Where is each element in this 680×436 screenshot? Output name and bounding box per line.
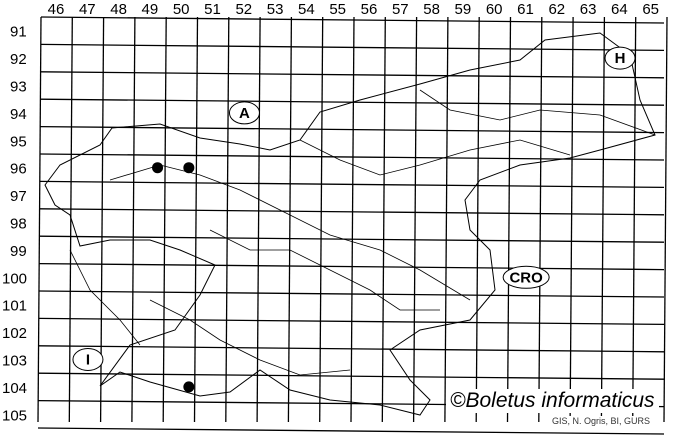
river-line	[149, 299, 351, 376]
row-label: 92	[10, 51, 27, 68]
country-label-ellipse	[228, 101, 260, 125]
grid-horizontal-line	[40, 71, 665, 79]
column-label: 54	[298, 1, 315, 18]
record-dot	[152, 162, 164, 174]
column-label: 64	[611, 1, 628, 18]
row-label: 91	[10, 24, 27, 41]
record-dot	[183, 381, 195, 393]
country-label-ellipse	[502, 265, 550, 289]
grid-vertical-line	[381, 16, 386, 423]
grid-vertical-line	[600, 16, 606, 423]
river-line	[109, 164, 471, 301]
rivers	[69, 89, 656, 376]
column-label: 51	[204, 1, 221, 18]
grid-horizontal-line	[39, 235, 665, 243]
column-label: 55	[329, 1, 346, 18]
grid-horizontal-line	[40, 125, 665, 134]
record-dots	[152, 162, 195, 393]
grid-horizontal-line	[38, 290, 665, 298]
grid-vertical-line	[131, 16, 136, 423]
grid-vertical-line	[37, 16, 42, 423]
row-label: 94	[10, 106, 27, 123]
grid-vertical-line	[538, 16, 543, 423]
grid-horizontal-line	[39, 262, 665, 271]
grid-vertical-line	[569, 16, 574, 423]
river-line	[299, 139, 571, 176]
river-line	[209, 229, 440, 311]
grid-vertical-line	[256, 16, 261, 423]
row-label: 100	[2, 270, 27, 287]
country-label: I	[86, 352, 90, 369]
grid-vertical-line	[162, 16, 167, 423]
grid-vertical-line	[319, 16, 324, 423]
grid-vertical-line	[444, 16, 449, 423]
grid-horizontal-line	[40, 16, 665, 24]
grid-horizontal-line	[39, 208, 665, 216]
grid-vertical-line	[632, 16, 637, 423]
row-label: 93	[10, 79, 27, 96]
grid-vertical-line	[68, 16, 73, 423]
border-line	[44, 32, 656, 416]
grid-lines	[37, 16, 668, 435]
column-label: 50	[173, 1, 190, 18]
column-label: 58	[423, 1, 440, 18]
credit-text: GIS, N. Ogris, BI, GURS	[552, 416, 651, 426]
grid-horizontal-line	[38, 345, 665, 353]
grid-horizontal-line	[38, 372, 665, 380]
row-label: 104	[2, 380, 27, 397]
row-label: 102	[2, 325, 27, 342]
grid-horizontal-line	[38, 317, 665, 326]
column-label: 62	[548, 1, 565, 18]
row-label: 98	[10, 216, 27, 233]
grid-horizontal-line	[39, 180, 665, 189]
river-line	[419, 89, 656, 136]
column-label: 49	[142, 1, 159, 18]
country-outline	[44, 32, 656, 416]
grid-horizontal-line	[37, 427, 665, 435]
row-label: 95	[10, 133, 27, 150]
column-label: 61	[517, 1, 534, 18]
row-label: 97	[10, 188, 27, 205]
grid-vertical-line	[663, 16, 668, 423]
grid-vertical-line	[193, 16, 199, 423]
column-label: 65	[642, 1, 659, 18]
row-label: 96	[10, 161, 27, 178]
grid-vertical-line	[475, 16, 480, 423]
grid-horizontal-line	[40, 43, 665, 52]
country-label: A	[239, 105, 250, 122]
grid-vertical-line	[506, 16, 512, 423]
column-label: 60	[486, 1, 503, 18]
copyright-text: ©Boletus informaticus	[446, 389, 659, 413]
column-label: 46	[48, 1, 65, 18]
column-label: 63	[580, 1, 597, 18]
column-label: 56	[361, 1, 378, 18]
grid-vertical-line	[287, 16, 293, 423]
column-label: 53	[267, 1, 284, 18]
country-label-ellipse	[72, 348, 104, 371]
column-labels: 46 47 48 49 50 51 52 53 54 55 56 57 58 59 60 61 62 63 64 65	[48, 1, 659, 18]
record-dot	[183, 162, 195, 174]
row-label: 101	[2, 298, 27, 315]
row-label: 105	[2, 407, 27, 424]
river-line	[69, 249, 141, 346]
row-label: 103	[2, 353, 27, 370]
column-label: 47	[79, 1, 96, 18]
row-labels: 91 92 93 94 95 96 97 98 99 100 101 102 103 104 105	[2, 24, 27, 425]
grid-vertical-line	[412, 16, 418, 423]
column-label: 57	[392, 1, 409, 18]
grid-vertical-line	[225, 16, 230, 423]
country-label: CRO	[509, 269, 543, 286]
column-label: 52	[235, 1, 252, 18]
country-label-ellipse	[604, 46, 636, 70]
column-label: 59	[455, 1, 472, 18]
country-label: H	[615, 50, 626, 67]
country-labels: A H CRO I	[72, 46, 636, 371]
column-label: 48	[110, 1, 127, 18]
row-label: 99	[10, 243, 27, 260]
grid-vertical-line	[350, 16, 355, 423]
